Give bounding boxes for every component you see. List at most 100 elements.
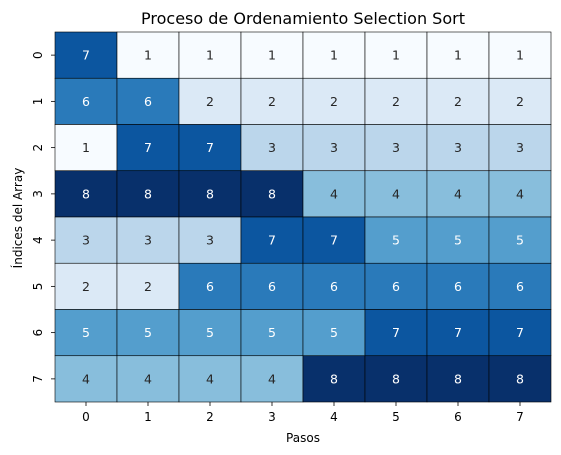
heatmap-cell-r0-c3: [240, 31, 304, 79]
heatmap-cell-r4-c3: [240, 216, 304, 264]
cell-value-label: 2: [82, 279, 90, 294]
y-axis-ticks: 0 1 2 3 4 5 6 7: [31, 51, 55, 383]
cell-value-label: 5: [206, 325, 214, 340]
y-tick-label: 4: [31, 236, 45, 244]
cell-value-label: 5: [392, 233, 400, 248]
y-axis-label: Índices del Array: [10, 168, 25, 269]
cell-value-label: 1: [206, 48, 214, 63]
heatmap-cell-r6-c4: [302, 309, 366, 357]
heatmap-cell-r6-c7: [488, 309, 552, 357]
cell-value-label: 6: [516, 279, 524, 294]
heatmap-cell-r2-c5: [364, 124, 428, 172]
heatmap-cell-r2-c2: [178, 124, 242, 172]
cell-value-label: 3: [454, 140, 462, 155]
heatmap-cell-r7-c2: [178, 355, 242, 403]
heatmap-cell-r0-c5: [364, 31, 428, 79]
cell-value-label: 6: [144, 94, 152, 109]
heatmap-cell-r4-c5: [364, 216, 428, 264]
cell-value-label: 4: [330, 186, 338, 201]
x-axis-ticks: 0 1 2 3 4 5 6 7: [82, 402, 524, 424]
cell-value-label: 2: [392, 94, 400, 109]
cell-value-label: 4: [144, 371, 152, 386]
cell-value-label: 7: [392, 325, 400, 340]
cell-value-label: 2: [454, 94, 462, 109]
cell-value-label: 2: [206, 94, 214, 109]
heatmap-cell-r5-c2: [178, 262, 242, 310]
cell-value-label: 3: [206, 233, 214, 248]
cell-value-label: 7: [206, 140, 214, 155]
cell-value-label: 4: [392, 186, 400, 201]
cell-value-label: 2: [330, 94, 338, 109]
heatmap-cell-r1-c7: [488, 77, 552, 125]
x-tick-label: 2: [206, 410, 214, 424]
heatmap-cell-r3-c3: [240, 170, 304, 218]
cell-value-label: 4: [454, 186, 462, 201]
cell-value-label: 7: [454, 325, 462, 340]
x-tick-label: 5: [392, 410, 400, 424]
heatmap-cell-r6-c5: [364, 309, 428, 357]
cell-value-label: 5: [144, 325, 152, 340]
cell-value-label: 6: [82, 94, 90, 109]
heatmap-cell-r2-c7: [488, 124, 552, 172]
cell-value-label: 8: [144, 186, 152, 201]
cell-value-label: 3: [144, 233, 152, 248]
heatmap-cell-r5-c7: [488, 262, 552, 310]
y-tick-label: 6: [31, 329, 45, 337]
heatmap-cell-r1-c6: [426, 77, 490, 125]
heatmap-cell-r5-c6: [426, 262, 490, 310]
cell-value-label: 1: [82, 140, 90, 155]
cell-value-label: 3: [516, 140, 524, 155]
cell-value-label: 7: [82, 48, 90, 63]
cell-value-label: 5: [330, 325, 338, 340]
heatmap-cell-r3-c4: [302, 170, 366, 218]
heatmap-cell-r5-c5: [364, 262, 428, 310]
cell-value-label: 5: [268, 325, 276, 340]
y-tick-label: 1: [31, 98, 45, 106]
chart-title: Proceso de Ordenamiento Selection Sort: [141, 9, 465, 28]
cell-value-label: 2: [268, 94, 276, 109]
cell-value-label: 8: [330, 371, 338, 386]
cell-value-label: 1: [454, 48, 462, 63]
cell-value-label: 6: [454, 279, 462, 294]
cell-value-label: 6: [392, 279, 400, 294]
cell-value-label: 7: [268, 233, 276, 248]
heatmap-cell-r0-c1: [116, 31, 180, 79]
heatmap-cell-r4-c6: [426, 216, 490, 264]
cell-value-label: 5: [454, 233, 462, 248]
cell-value-label: 7: [516, 325, 524, 340]
cell-value-label: 6: [206, 279, 214, 294]
heatmap-cell-r7-c4: [302, 355, 366, 403]
x-tick-label: 3: [268, 410, 276, 424]
x-axis-label: Pasos: [286, 431, 320, 445]
cell-value-label: 8: [82, 186, 90, 201]
cell-value-label: 3: [330, 140, 338, 155]
cell-value-label: 8: [268, 186, 276, 201]
cell-value-label: 8: [454, 371, 462, 386]
heatmap-cell-r0-c0: [54, 31, 118, 79]
cell-value-label: 4: [82, 371, 90, 386]
cell-value-label: 3: [392, 140, 400, 155]
heatmap-cell-r1-c5: [364, 77, 428, 125]
x-tick-label: 0: [82, 410, 90, 424]
cell-value-label: 8: [206, 186, 214, 201]
x-tick-label: 7: [516, 410, 524, 424]
cell-value-label: 5: [82, 325, 90, 340]
heatmap-cell-r0-c2: [178, 31, 242, 79]
heatmap-cell-r4-c4: [302, 216, 366, 264]
cell-value-label: 2: [516, 94, 524, 109]
heatmap-cell-r6-c1: [116, 309, 180, 357]
heatmap-cell-r4-c2: [178, 216, 242, 264]
cell-value-label: 8: [392, 371, 400, 386]
x-tick-label: 6: [454, 410, 462, 424]
heatmap-cell-r2-c4: [302, 124, 366, 172]
cell-value-label: 1: [392, 48, 400, 63]
heatmap-cell-r3-c0: [54, 170, 118, 218]
heatmap-cell-r1-c1: [116, 77, 180, 125]
heatmap-cell-r0-c7: [488, 31, 552, 79]
y-tick-label: 3: [31, 190, 45, 198]
heatmap-cells: 7 1 1 1 1 1 1 1 6 6 2 2 2 2 2 2 1 7 7 3 3 3 3 3 8 8 8 8 4 4 4 4 3 3 3 7 7 5 5 5…: [54, 31, 552, 403]
x-tick-label: 4: [330, 410, 338, 424]
cell-value-label: 1: [268, 48, 276, 63]
y-tick-label: 7: [31, 375, 45, 383]
